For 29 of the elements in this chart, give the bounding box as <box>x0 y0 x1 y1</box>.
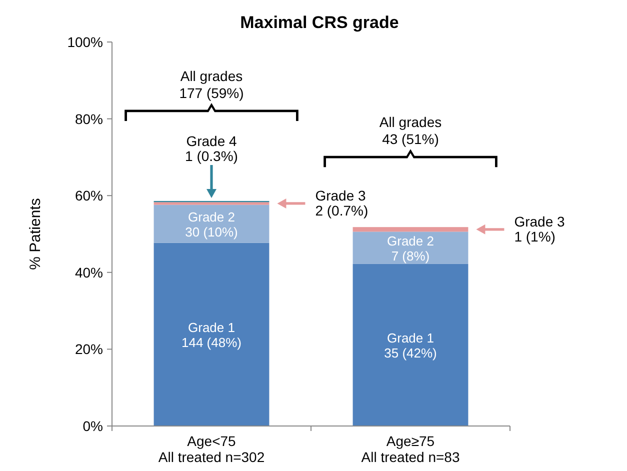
annotation: All grades 177 (59%) <box>179 68 244 101</box>
annotation: Grade 3 2 (0.7%) <box>315 187 368 218</box>
data-label: 144 (48%) <box>182 334 242 350</box>
data-label: 30 (10%) <box>185 224 238 240</box>
bar <box>352 264 468 426</box>
bar <box>154 204 270 243</box>
bar <box>154 242 270 426</box>
x-tick-label: Age≥75 All treated n=83 <box>361 433 460 465</box>
bar <box>154 202 270 205</box>
text: Grade 2 <box>188 209 235 224</box>
y-tick-label: 0% <box>82 418 103 434</box>
y-tick-label: 40% <box>74 264 103 280</box>
text: Grade 1 <box>387 330 434 346</box>
annotation: All grades 43 (51%) <box>379 114 442 148</box>
data-label: 7 (8%) <box>391 248 430 264</box>
text: Grade 3 1 (1%) <box>514 213 566 244</box>
bar <box>352 227 468 232</box>
y-tick-label: 60% <box>74 188 103 204</box>
y-tick-label: 80% <box>74 110 103 127</box>
data-label: 35 (42%) <box>384 345 437 360</box>
annotation: Grade 4 1 (0.3%) <box>185 132 238 164</box>
chart-title: Maximal CRS grade <box>240 13 399 32</box>
series-label: Grade 1 <box>188 320 235 335</box>
y-tick-label: 20% <box>74 341 103 358</box>
x-tick-label: Age<75 All treated n=302 <box>158 433 265 465</box>
y-tick-label: 100% <box>67 34 103 50</box>
bar <box>352 232 468 264</box>
series-label: Grade 2 <box>387 233 434 248</box>
y-axis-title: % Patients <box>27 198 44 270</box>
